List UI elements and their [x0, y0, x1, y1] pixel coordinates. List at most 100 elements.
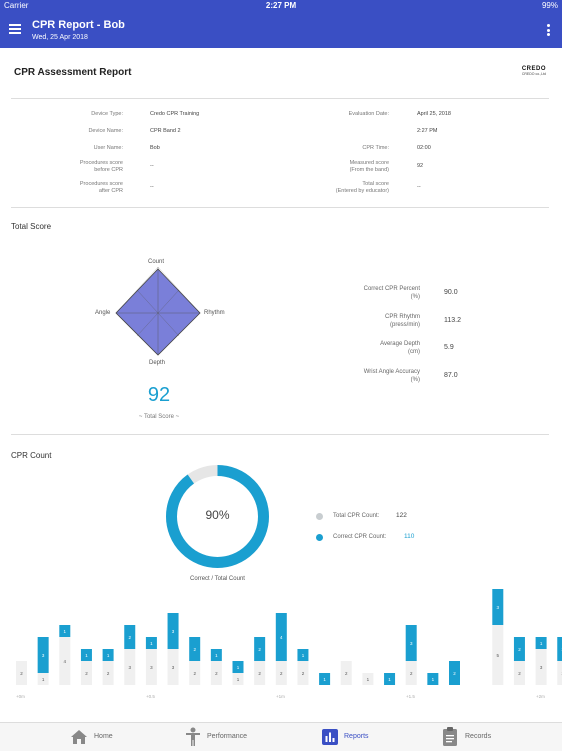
bar-segment-correct — [275, 613, 287, 661]
bar-label-correct: 1 — [85, 653, 88, 658]
metric-label: Average Depth (cm) — [380, 341, 420, 355]
bar-segment-correct — [80, 649, 92, 661]
info-label: User Name: — [93, 145, 123, 151]
bar-label-other: 1 — [367, 677, 370, 682]
info-label: CPR Time: — [362, 145, 389, 151]
bar-label-correct: 1 — [540, 641, 543, 646]
tab-reports[interactable]: Reports — [322, 723, 382, 751]
bar-label-other: 3 — [150, 665, 153, 670]
bar-label-other: 1 — [42, 677, 45, 682]
divider — [11, 207, 549, 208]
bar-segment-other — [275, 661, 287, 685]
bar-label-correct: 1 — [215, 653, 218, 658]
bar-label-other: 3 — [128, 665, 131, 670]
bar-segment-correct — [102, 649, 114, 661]
bar-label-correct: 1 — [432, 677, 435, 682]
bar-label-correct: 3 — [410, 641, 413, 646]
radar-label-depth: Depth — [149, 360, 166, 366]
bar-label-other: 2 — [410, 671, 413, 676]
donut-caption: Correct / Total Count — [190, 576, 245, 582]
metric-value: 87.0 — [444, 372, 458, 379]
info-label: Procedures score before CPR — [79, 160, 123, 173]
legend-label-correct: Correct CPR Count: — [333, 534, 387, 540]
x-tick-label: +0.5 — [146, 694, 155, 699]
info-label: Device Name: — [88, 128, 123, 134]
bar-segment-other — [557, 661, 562, 685]
report-title: CPR Assessment Report — [14, 67, 132, 78]
bar-label-other: 2 — [107, 671, 110, 676]
kebab-icon[interactable] — [547, 24, 550, 38]
bar-label-correct: 2 — [193, 647, 196, 652]
bar-segment-correct — [427, 673, 439, 685]
radar-label-rhythm: Rhythm — [204, 310, 225, 316]
bar-label-correct: 1 — [64, 629, 67, 634]
info-value: -- — [417, 184, 421, 190]
tab-records-label: Records — [465, 733, 492, 740]
bar-label-correct: 1 — [150, 641, 153, 646]
bar-segment-other — [405, 661, 417, 685]
bar-label-correct: 3 — [497, 605, 500, 610]
total-score-caption: ~ Total Score ~ — [138, 414, 180, 420]
bar-segment-correct — [232, 661, 244, 673]
info-label: Device Type: — [91, 111, 123, 117]
donut-progress — [166, 465, 269, 568]
tab-home[interactable]: Home — [70, 723, 140, 751]
tab-performance[interactable]: Performance — [185, 723, 265, 751]
bar-segment-other — [102, 661, 114, 685]
bar-segment-correct — [167, 613, 179, 649]
info-value: April 25, 2018 — [417, 111, 451, 117]
logo-main-text: CREDO — [521, 66, 546, 72]
bar-label-other: 5 — [497, 653, 500, 658]
bar-label-other: 3 — [540, 665, 543, 670]
clipboard-icon — [443, 727, 457, 746]
bar-label-other: 1 — [237, 677, 240, 682]
bar-segment-other — [167, 649, 179, 685]
bar-label-correct: 3 — [42, 653, 45, 658]
bar-segment-other — [80, 661, 92, 685]
bar-label-other: 2 — [345, 671, 348, 676]
tab-reports-label: Reports — [344, 733, 369, 740]
metric-value: 90.0 — [444, 289, 458, 296]
bar-segment-other — [145, 649, 157, 685]
bar-label-correct: 1 — [302, 653, 305, 658]
hamburger-icon[interactable] — [9, 24, 21, 34]
radar-grid-inner — [136, 289, 180, 337]
legend-value-correct: 110 — [404, 533, 415, 540]
bar-segment-correct — [492, 589, 504, 625]
divider — [11, 98, 549, 99]
clock: 2:27 PM — [265, 1, 297, 10]
donut-percent: 90% — [205, 508, 230, 522]
bar-segment-other — [59, 637, 71, 685]
person-icon — [186, 727, 200, 746]
bar-label-correct: 1 — [323, 677, 326, 682]
info-label: Procedures score after CPR — [79, 181, 123, 194]
info-value: -- — [150, 163, 154, 169]
bar-label-correct: 2 — [258, 647, 261, 652]
total-score-value: 92 — [147, 384, 171, 406]
info-value: -- — [150, 184, 154, 190]
battery-label: 99% — [541, 1, 558, 10]
bar-segment-correct — [59, 625, 71, 637]
page-title: CPR Report - Bob — [32, 19, 125, 31]
bar-segment-correct — [513, 637, 525, 661]
bar-label-other: 2 — [518, 671, 521, 676]
bar-segment-other — [492, 625, 504, 685]
bar-segment-correct — [297, 649, 309, 661]
radar-label-angle: Angle — [95, 310, 111, 316]
info-value: Bob — [150, 145, 160, 151]
info-value: 92 — [417, 163, 424, 169]
x-tick-label: +1m — [276, 694, 285, 699]
logo-sub-text: CREDO co.,Ltd — [521, 72, 546, 76]
metric-label: Wrist Angle Accuracy (%) — [363, 369, 420, 383]
radar-label-count: Count — [148, 259, 165, 265]
info-label: Evaluation Date: — [348, 111, 389, 117]
metric-label: CPR Rhythm (press/min) — [384, 314, 420, 328]
bar-segment-other — [16, 661, 27, 685]
tab-records[interactable]: Records — [443, 723, 503, 751]
tab-performance-label: Performance — [207, 733, 248, 740]
bar-segment-correct — [189, 637, 201, 661]
legend-label-total: Total CPR Count: — [333, 513, 380, 519]
info-value: 2:27 PM — [417, 128, 438, 134]
bar-label-correct: 2 — [518, 647, 521, 652]
legend-dot-correct — [316, 534, 323, 541]
